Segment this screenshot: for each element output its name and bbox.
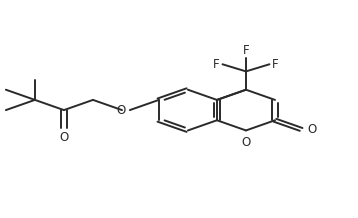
Text: O: O (308, 123, 317, 136)
Text: F: F (272, 58, 279, 71)
Text: F: F (213, 58, 220, 71)
Text: O: O (241, 136, 251, 149)
Text: F: F (243, 44, 249, 57)
Text: O: O (59, 131, 69, 145)
Text: O: O (116, 104, 126, 117)
